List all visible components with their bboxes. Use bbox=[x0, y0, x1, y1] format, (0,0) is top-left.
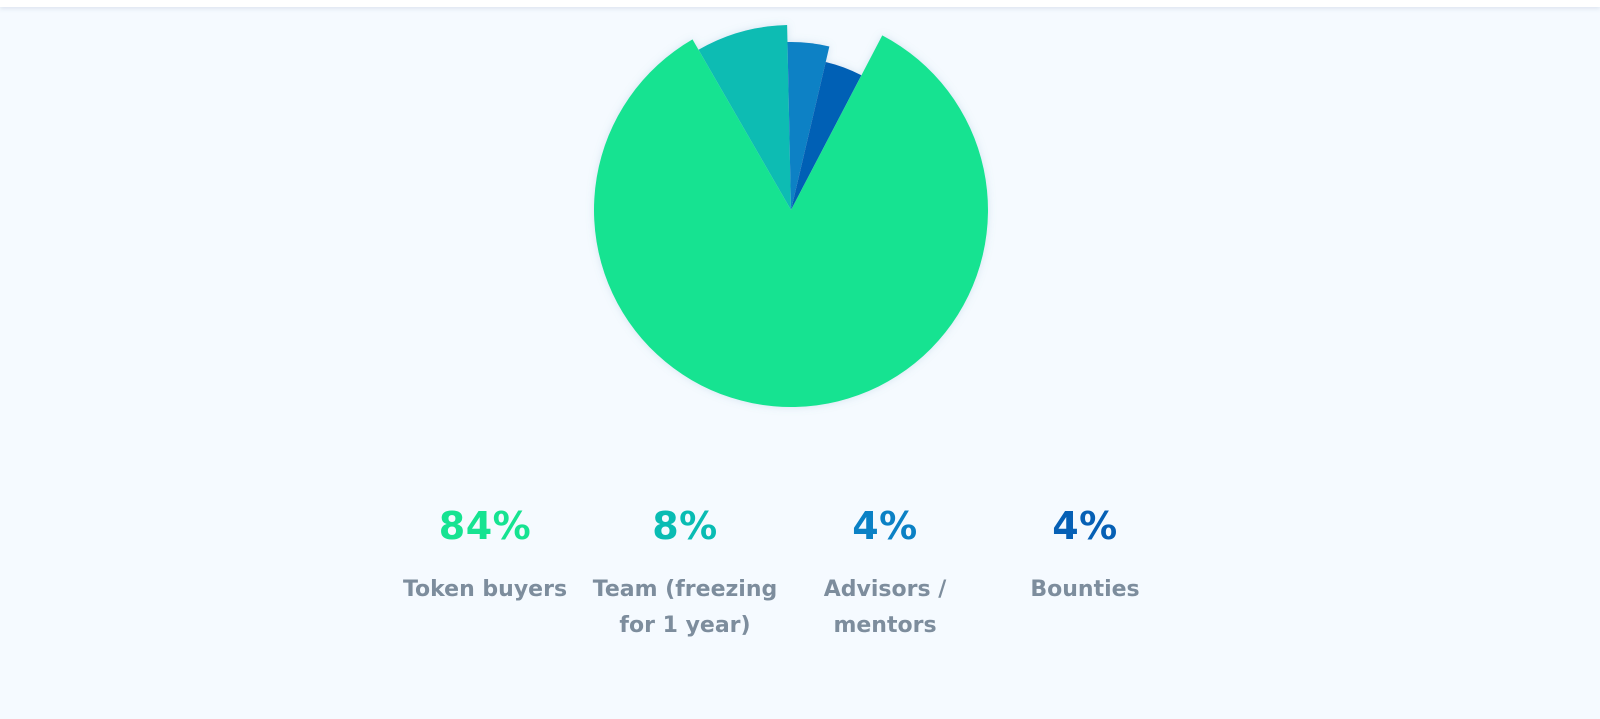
legend-label: Token buyers bbox=[402, 577, 568, 602]
legend-value: 8% bbox=[652, 504, 718, 548]
pie-slice-team bbox=[698, 25, 791, 210]
legend-item-team: 8% Team (freezing for 1 year) bbox=[585, 500, 785, 644]
pie-slice-bounties bbox=[791, 62, 862, 210]
pie-slice-token-buyers bbox=[593, 35, 988, 407]
legend-item-advisors: 4% Advisors / mentors bbox=[785, 500, 985, 644]
legend-label: Team (freezing for 1 year) bbox=[592, 577, 778, 638]
legend-item-bounties: 4% Bounties bbox=[985, 500, 1185, 608]
legend-label: Advisors / mentors bbox=[823, 577, 947, 638]
pie-chart bbox=[560, 0, 1040, 460]
legend-label: Bounties bbox=[1030, 577, 1140, 602]
pie-chart-svg bbox=[593, 25, 988, 407]
chart-legend: 84% Token buyers 8% Team (freezing for 1… bbox=[385, 500, 1205, 680]
header-bar bbox=[0, 0, 1600, 7]
pie-slice-advisors bbox=[787, 42, 830, 211]
legend-item-token-buyers: 84% Token buyers bbox=[385, 500, 585, 608]
legend-value: 4% bbox=[852, 504, 918, 548]
legend-value: 84% bbox=[438, 504, 532, 548]
legend-value: 4% bbox=[1052, 504, 1118, 548]
